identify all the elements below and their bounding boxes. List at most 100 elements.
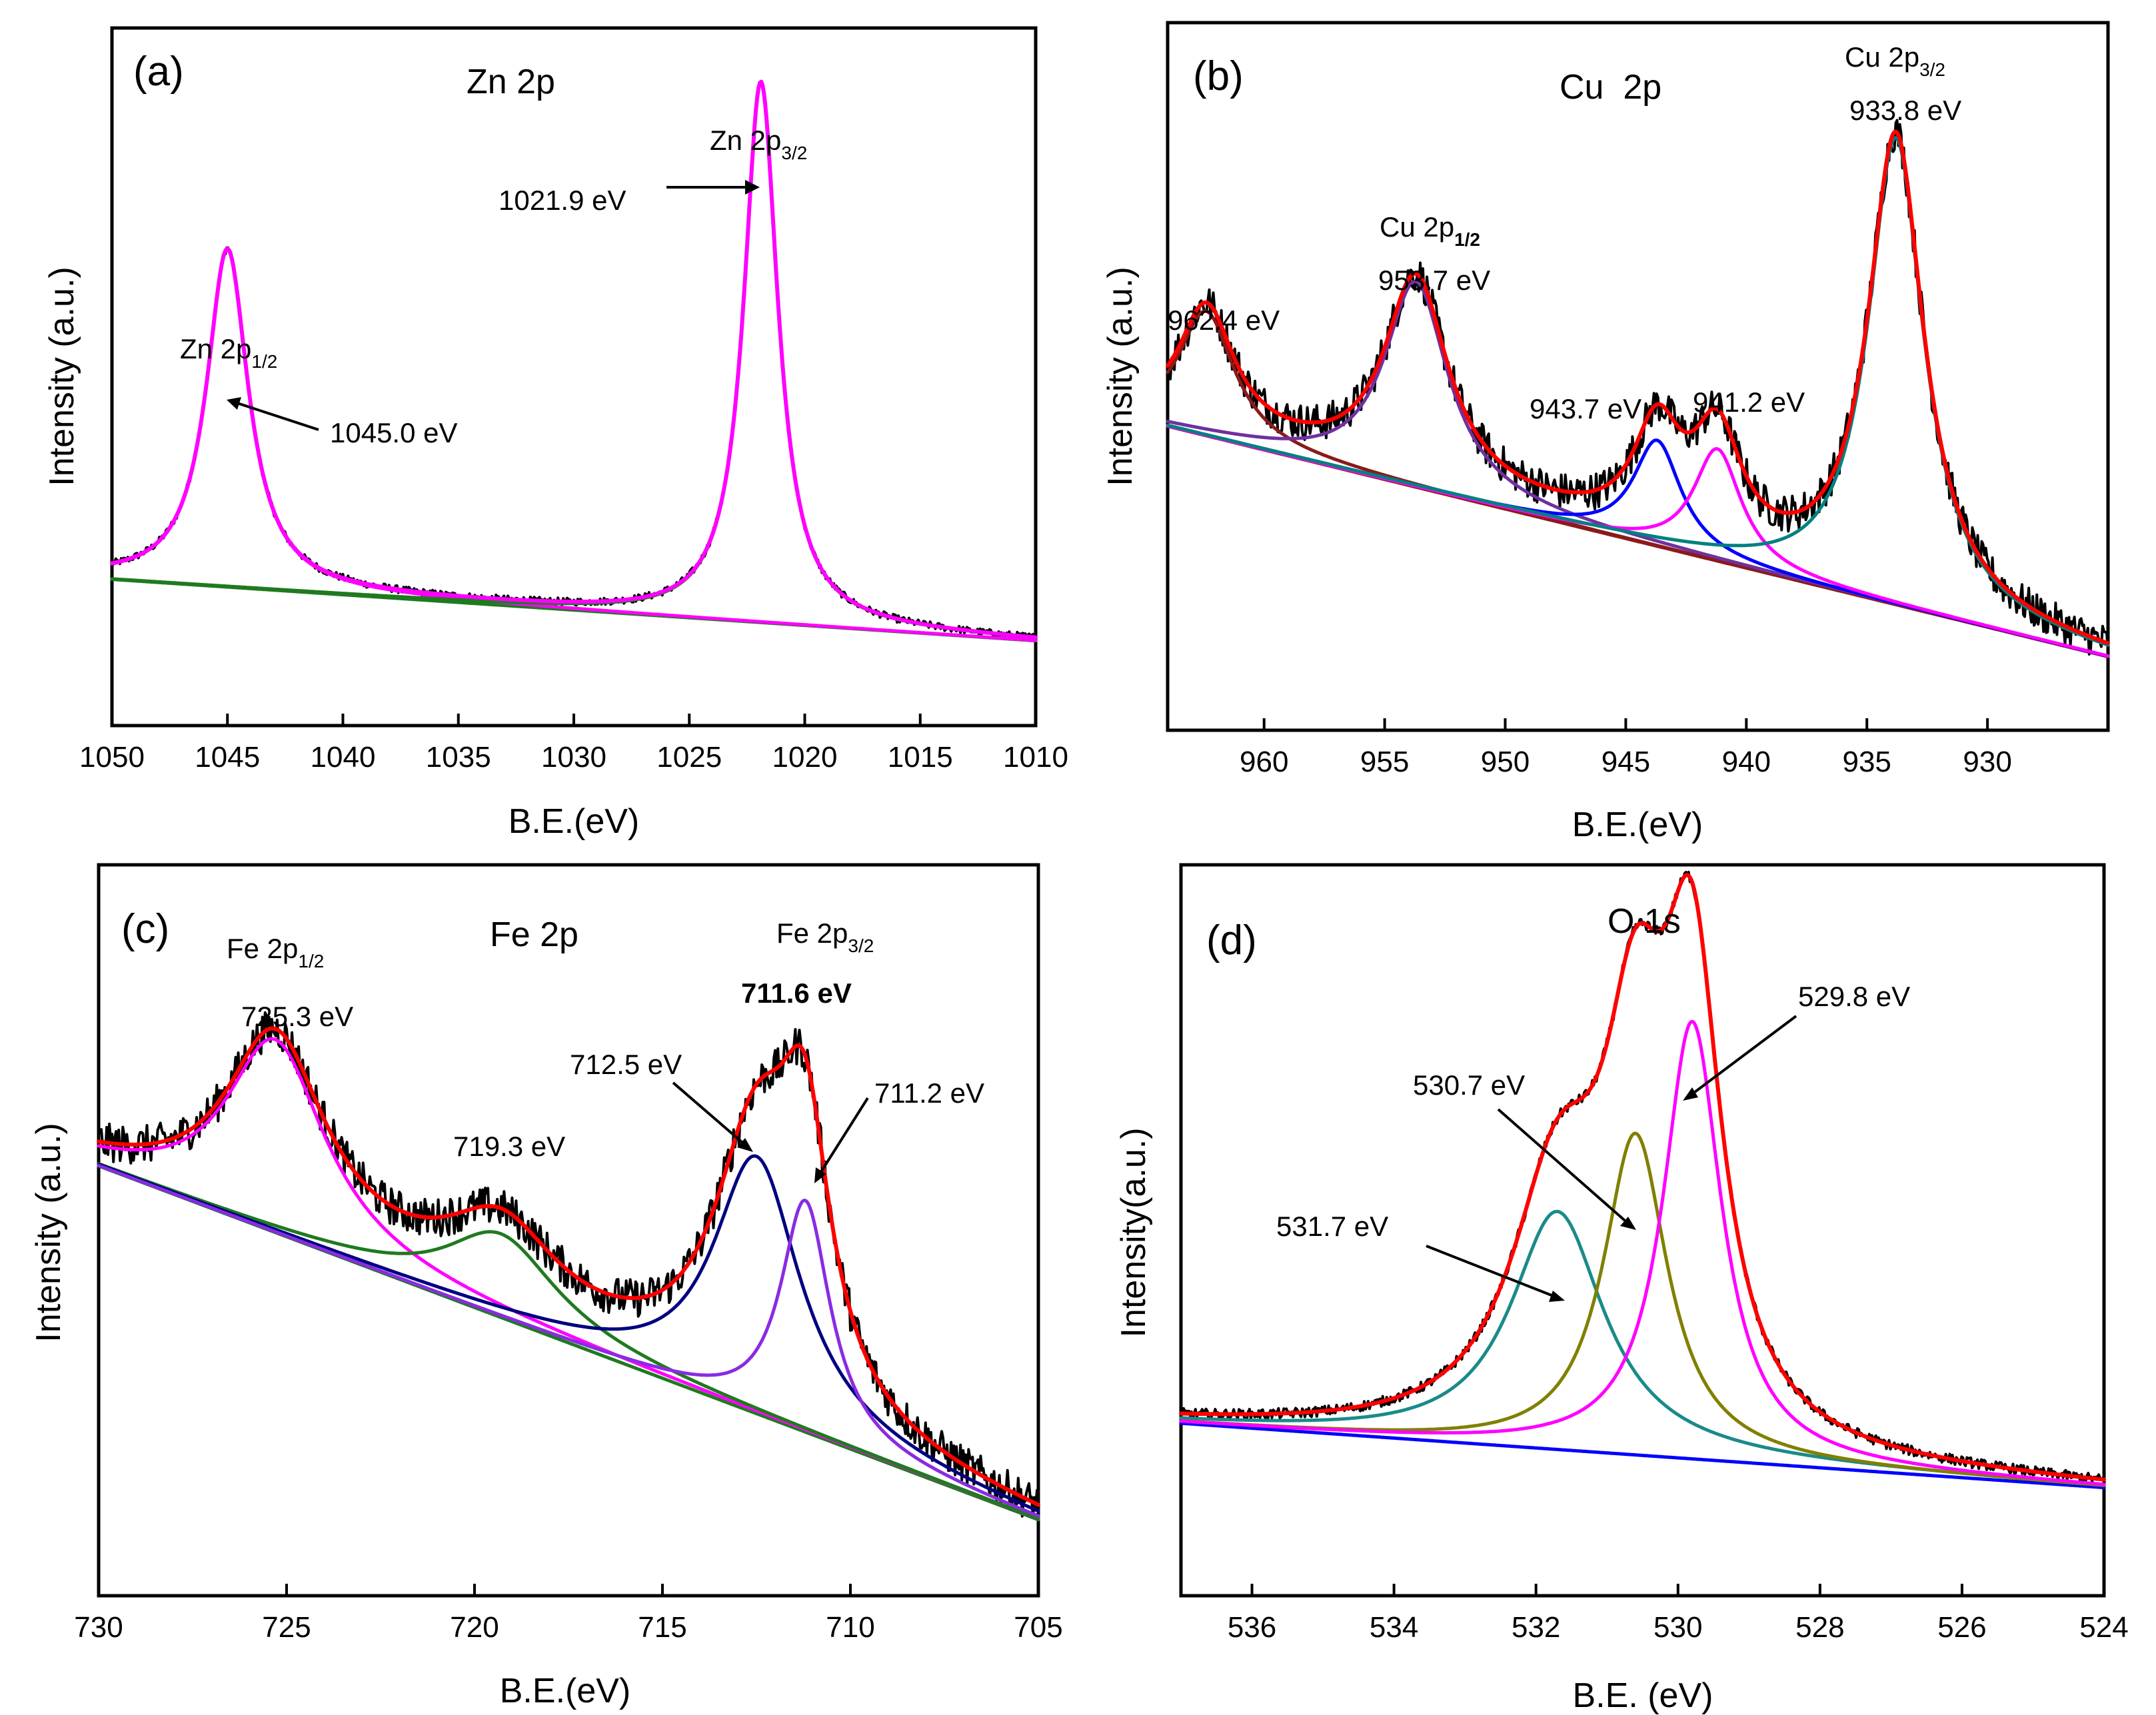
panel-d-xtick-label: 526 — [1937, 1611, 1986, 1644]
panel-b-cu-2p32-label: Cu 2p3/2 — [1845, 41, 1945, 80]
panel-c-711-2-arrowhead — [814, 1167, 826, 1183]
panel-a-ticks: 1050 1045 1040 1035 1030 1025 1020 1015 1010 — [79, 714, 1068, 774]
panel-a-1021-value: 1021.9 eV — [499, 185, 626, 216]
panel-d-background — [1179, 1421, 2106, 1490]
panel-b-xtick-label: 950 — [1481, 746, 1530, 778]
panel-b-xtick-label: 935 — [1842, 746, 1891, 778]
panel-c-peak-fit — [97, 1162, 1040, 1520]
panel-d-xtick-label: 534 — [1370, 1611, 1418, 1644]
panel-c-xtick-label: 720 — [450, 1611, 499, 1644]
panel-a-xtick-label: 1020 — [772, 741, 838, 774]
panel-c-712-5-arrow — [672, 1081, 748, 1147]
panel-b-cu-2p12-main: Cu 2p — [1380, 211, 1454, 243]
panel-d-xtick-label: 532 — [1512, 1611, 1560, 1644]
panel-c-ticks: 730 725 720 715 710 705 — [74, 1584, 1063, 1644]
panel-b-cu-2p32-sub: 3/2 — [1919, 59, 1945, 80]
panel-c-711-2-arrow — [817, 1097, 869, 1177]
panel-b-933-value: 933.8 eV — [1849, 95, 1961, 126]
panel-c-xtick-label: 705 — [1014, 1611, 1062, 1644]
panel-d-envelope — [1179, 873, 2106, 1482]
panel-a-zn-2p12-main: Zn 2p — [180, 333, 251, 364]
panel-a-peak-fit — [110, 248, 1038, 642]
panel-a-label: (a) — [133, 49, 184, 95]
panel-d-raw-data — [1180, 870, 2105, 1483]
panel-c-title: Fe 2p — [490, 915, 578, 954]
panel-c-711-6-value: 711.6 eV — [741, 977, 852, 1009]
panel-b-cu-2p12-sub: 1/2 — [1454, 229, 1480, 250]
panel-b-envelope — [1166, 129, 2110, 646]
panel-b-943-value: 943.7 eV — [1530, 393, 1641, 424]
panel-a-zn-2p32-main: Zn 2p — [710, 125, 781, 156]
panel-c-frame — [97, 863, 1040, 1598]
panel-b-peak-fit — [1166, 309, 2110, 658]
panel-a-1045-arrow — [233, 400, 319, 431]
panel-c-ylabel: Intensity (a.u.) — [29, 1123, 68, 1342]
panel-c: 730 725 720 715 710 705 (c) Fe 2p B.E.(eV) In… — [29, 863, 1063, 1710]
panel-b-ylabel: Intensity (a.u.) — [1101, 267, 1140, 486]
panel-b-xtick-label: 955 — [1360, 746, 1409, 778]
panel-c-xtick-label: 725 — [262, 1611, 311, 1644]
panel-d-curves — [1179, 870, 2106, 1490]
panel-a-zn-2p32-sub: 3/2 — [781, 143, 807, 163]
panel-b-941-value: 941.2 eV — [1693, 386, 1805, 418]
panel-a-1045-value: 1045.0 eV — [330, 417, 458, 448]
panel-d-530-value: 530.7 eV — [1413, 1069, 1525, 1101]
panel-a-zn-2p32-label: Zn 2p3/2 — [710, 125, 807, 163]
panel-c-fe-2p12-main: Fe 2p — [227, 933, 298, 964]
panel-b-ticks: 960 955 950 945 940 935 930 — [1240, 718, 2012, 778]
panel-d-530-arrow — [1497, 1108, 1631, 1226]
panel-d-529-arrowhead — [1683, 1087, 1698, 1101]
panel-b: 960 955 950 945 940 935 930 (b) Cu 2p B.E.(eV)… — [1101, 21, 2110, 844]
panel-c-fe-2p32-sub: 3/2 — [848, 935, 874, 956]
panel-a-xtick-label: 1025 — [656, 741, 722, 774]
panel-d-ticks: 536 534 532 530 528 526 524 — [1228, 1584, 2129, 1644]
panel-c-711-2-value: 711.2 eV — [874, 1077, 984, 1109]
panel-d-531-arrowhead — [1549, 1291, 1565, 1302]
panel-a-envelope — [110, 79, 1038, 640]
panel-b-xtick-label: 940 — [1722, 746, 1771, 778]
panel-a-1045-arrowhead — [227, 397, 241, 410]
panel-c-peak-fit — [97, 1154, 1040, 1513]
panel-a-xtick-label: 1040 — [311, 741, 376, 774]
panel-c-xlabel: B.E.(eV) — [500, 1672, 631, 1710]
panel-b-953-value: 953.7 eV — [1378, 265, 1490, 296]
panel-a-1021-arrowhead — [745, 180, 760, 195]
panel-b-cu-2p32-main: Cu 2p — [1845, 41, 1919, 73]
panel-c-xtick-label: 710 — [826, 1611, 874, 1644]
panel-b-xlabel: B.E.(eV) — [1572, 806, 1703, 844]
panel-c-xtick-label: 715 — [638, 1611, 686, 1644]
panel-a-xtick-label: 1010 — [1003, 741, 1068, 774]
panel-b-curves — [1166, 119, 2110, 659]
panel-c-peak-fit — [97, 1163, 1040, 1518]
panel-a-zn-2p12-label: Zn 2p1/2 — [180, 333, 277, 372]
panel-a: 1050 1045 1040 1035 1030 1025 1020 1015 1010 (a)… — [43, 26, 1068, 841]
panel-d-531-arrow — [1426, 1245, 1559, 1299]
panel-d-xlabel: B.E. (eV) — [1573, 1676, 1713, 1715]
panel-d-peak-fit — [1179, 1019, 2106, 1486]
panel-b-xtick-label: 930 — [1963, 746, 2011, 778]
panel-a-xtick-label: 1045 — [195, 741, 260, 774]
panel-c-719-value: 719.3 eV — [453, 1131, 565, 1162]
panel-b-peak-fit — [1166, 136, 2110, 647]
panel-a-ylabel: Intensity (a.u.) — [43, 267, 81, 486]
panel-c-712-5-arrowhead — [737, 1138, 753, 1152]
panel-d-xtick-label: 536 — [1228, 1611, 1276, 1644]
panel-d-xtick-label: 530 — [1653, 1611, 1702, 1644]
panel-c-725-value: 725.3 eV — [241, 1001, 353, 1032]
panel-d-529-arrow — [1688, 1015, 1797, 1097]
panel-b-raw-data — [1166, 119, 2109, 656]
panel-b-xtick-label: 960 — [1240, 746, 1288, 778]
panel-d-ylabel: Intensity(a.u.) — [1114, 1127, 1153, 1337]
panel-d: 536 534 532 530 528 526 524 (d) O 1s B.E. (eV)… — [1114, 863, 2129, 1715]
panel-c-envelope — [97, 1026, 1040, 1507]
panel-a-xtick-label: 1050 — [79, 741, 145, 774]
panel-a-xtick-label: 1035 — [426, 741, 491, 774]
panel-b-frame — [1166, 21, 2110, 732]
panel-c-fe-2p32-main: Fe 2p — [776, 917, 848, 949]
panel-a-xlabel: B.E.(eV) — [509, 802, 640, 841]
panel-d-label: (d) — [1206, 917, 1257, 963]
panel-a-curves — [110, 79, 1038, 643]
panel-a-zn-2p12-sub: 1/2 — [251, 351, 277, 372]
panel-a-xtick-label: 1030 — [541, 741, 606, 774]
